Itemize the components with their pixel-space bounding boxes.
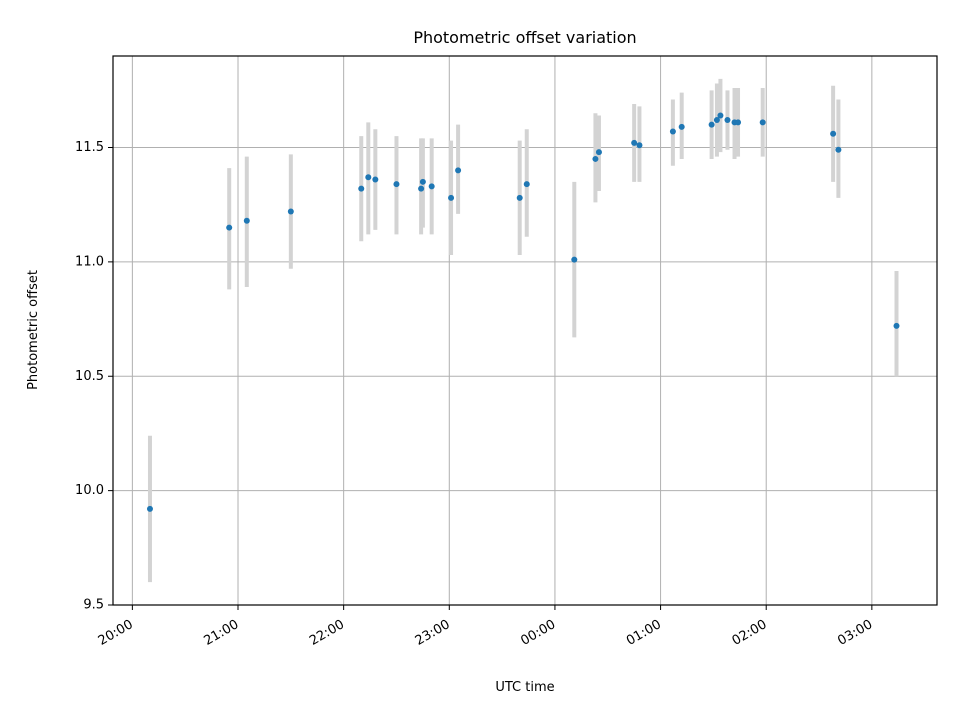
data-point xyxy=(516,194,523,201)
data-point xyxy=(287,208,294,215)
data-point xyxy=(717,112,724,119)
data-point xyxy=(365,174,372,181)
data-point xyxy=(708,121,715,128)
data-point xyxy=(523,181,530,188)
data-point xyxy=(669,128,676,135)
data-point xyxy=(735,119,742,126)
y-tick-label: 10.0 xyxy=(75,483,104,498)
data-point xyxy=(146,505,153,512)
y-tick-label: 9.5 xyxy=(83,598,104,613)
y-axis-label: Photometric offset xyxy=(26,270,41,390)
data-point xyxy=(830,130,837,137)
data-point xyxy=(636,142,643,149)
data-point xyxy=(835,146,842,153)
data-point xyxy=(759,119,766,126)
data-point xyxy=(358,185,365,192)
chart-title: Photometric offset variation xyxy=(413,28,636,47)
data-point xyxy=(595,149,602,156)
x-axis-label: UTC time xyxy=(495,680,554,695)
plot-frame xyxy=(112,55,938,606)
data-point xyxy=(713,117,720,124)
data-point xyxy=(448,194,455,201)
data-point xyxy=(678,123,685,130)
data-point xyxy=(592,155,599,162)
data-point xyxy=(571,256,578,263)
data-point xyxy=(893,322,900,329)
y-tick-label: 10.5 xyxy=(75,369,104,384)
y-tick-label: 11.0 xyxy=(75,254,104,269)
data-point xyxy=(724,117,731,124)
data-point xyxy=(428,183,435,190)
y-axis-ticks: 9.5 10.0 10.5 11.0 11.5 xyxy=(75,140,113,613)
data-points xyxy=(146,112,900,512)
data-point xyxy=(419,178,426,185)
data-point xyxy=(631,139,638,146)
data-point xyxy=(455,167,462,174)
y-tick-label: 11.5 xyxy=(75,140,104,155)
data-point xyxy=(226,224,233,231)
data-point xyxy=(393,181,400,188)
data-point xyxy=(418,185,425,192)
data-point xyxy=(372,176,379,183)
data-point xyxy=(243,217,250,224)
